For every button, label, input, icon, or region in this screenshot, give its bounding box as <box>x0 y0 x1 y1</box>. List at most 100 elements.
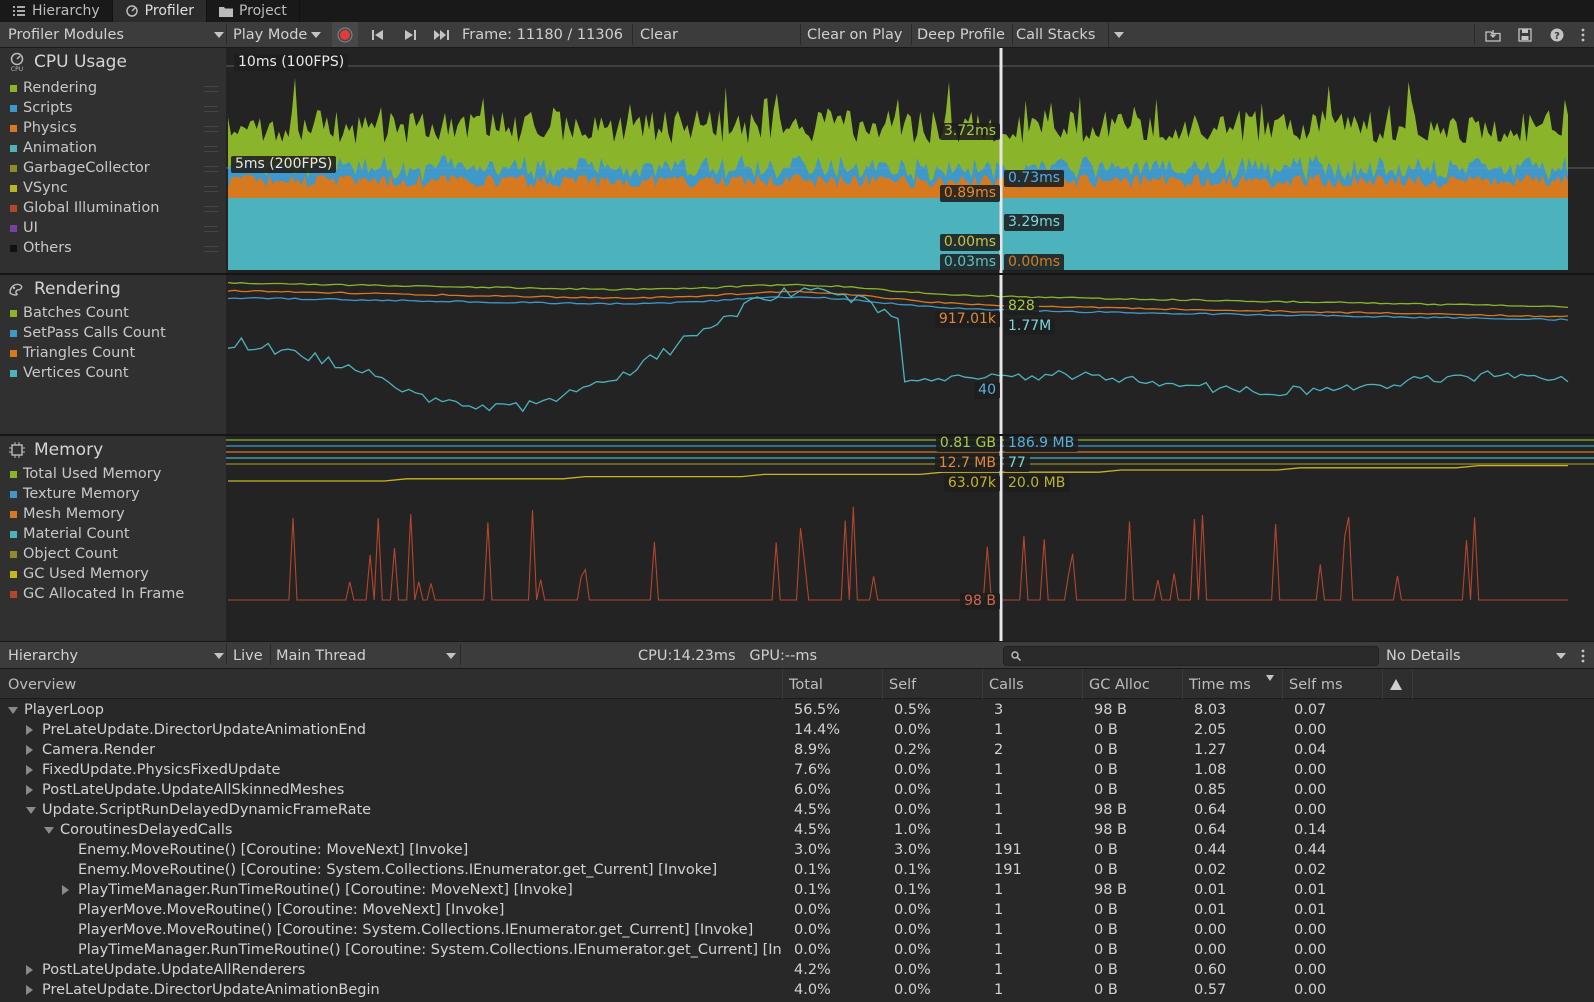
table-row[interactable]: Enemy.MoveRoutine() [Coroutine: MoveNext… <box>0 840 1594 860</box>
clear-on-play-toggle[interactable]: Clear on Play <box>807 26 903 43</box>
legend-item-animation[interactable]: Animation <box>10 140 97 156</box>
table-row[interactable]: Enemy.MoveRoutine() [Coroutine: System.C… <box>0 860 1594 880</box>
table-row[interactable]: FixedUpdate.PhysicsFixedUpdate 7.6% 0.0% 1 0… <box>0 760 1594 780</box>
drag-handle-icon[interactable] <box>204 206 218 212</box>
table-row[interactable]: PlayTimeManager.RunTimeRoutine() [Corout… <box>0 940 1594 960</box>
table-row[interactable]: Camera.Render 8.9% 0.2% 2 0 B 1.27 0.04 <box>0 740 1594 760</box>
window-tab-bar: Hierarchy Profiler Project <box>0 0 1594 22</box>
expanded-arrow-icon[interactable] <box>26 807 36 814</box>
table-row[interactable]: CoroutinesDelayedCalls 4.5% 1.0% 1 98 B 0.64 0… <box>0 820 1594 840</box>
legend-item-triangles-count[interactable]: Triangles Count <box>10 345 135 361</box>
profiler-charts-svg[interactable] <box>226 48 1594 641</box>
table-row[interactable]: PlayTimeManager.RunTimeRoutine() [Corout… <box>0 880 1594 900</box>
cell-gc: 0 B <box>1094 982 1118 998</box>
details-menu-button[interactable] <box>1576 643 1590 668</box>
help-button[interactable]: ? <box>1546 22 1568 47</box>
expanded-arrow-icon[interactable] <box>44 827 54 834</box>
legend-item-total-used-memory[interactable]: Total Used Memory <box>10 466 161 482</box>
record-button[interactable] <box>332 22 358 47</box>
legend-item-physics[interactable]: Physics <box>10 120 77 136</box>
tab-profiler[interactable]: Profiler <box>112 0 207 22</box>
thread-dropdown[interactable]: Main Thread <box>276 643 456 668</box>
row-name: PreLateUpdate.DirectorUpdateAnimationBeg… <box>42 982 380 998</box>
legend-item-setpass-calls-count[interactable]: SetPass Calls Count <box>10 325 166 341</box>
table-row[interactable]: PreLateUpdate.DirectorUpdateAnimationBeg… <box>0 980 1594 1000</box>
save-button[interactable] <box>1514 22 1536 47</box>
table-row[interactable]: PostLateUpdate.UpdateAllSkinnedMeshes 6.0… <box>0 780 1594 800</box>
search-input[interactable] <box>1003 646 1379 666</box>
profiler-modules-dropdown[interactable]: Profiler Modules <box>8 22 224 47</box>
legend-label: Batches Count <box>23 305 129 321</box>
drag-handle-icon[interactable] <box>204 106 218 112</box>
clear-button[interactable]: Clear <box>640 26 678 43</box>
legend-item-scripts[interactable]: Scripts <box>10 100 73 116</box>
collapsed-arrow-icon[interactable] <box>26 965 33 975</box>
play-mode-dropdown[interactable]: Play Mode <box>233 22 322 47</box>
legend-item-mesh-memory[interactable]: Mesh Memory <box>10 506 125 522</box>
drag-handle-icon[interactable] <box>204 166 218 172</box>
current-frame-button[interactable] <box>430 22 454 47</box>
drag-handle-icon[interactable] <box>204 246 218 252</box>
legend-item-object-count[interactable]: Object Count <box>10 546 118 562</box>
drag-handle-icon[interactable] <box>204 146 218 152</box>
warning-column[interactable] <box>1382 669 1412 699</box>
call-stacks-toggle[interactable]: Call Stacks <box>1016 26 1096 43</box>
table-row[interactable]: PostLateUpdate.UpdateAllRenderers 4.2% 0.0… <box>0 960 1594 980</box>
column-calls[interactable]: Calls <box>982 669 1082 699</box>
column-self-ms[interactable]: Self ms <box>1282 669 1382 699</box>
previous-frame-button[interactable] <box>366 22 390 47</box>
batches-count-line <box>227 281 1569 309</box>
collapsed-arrow-icon[interactable] <box>26 745 33 755</box>
next-frame-button[interactable] <box>398 22 422 47</box>
column-total[interactable]: Total <box>782 669 882 699</box>
legend-item-texture-memory[interactable]: Texture Memory <box>10 486 140 502</box>
expanded-arrow-icon[interactable] <box>8 707 18 714</box>
legend-item-others[interactable]: Others <box>10 240 72 256</box>
column-overview[interactable]: Overview <box>8 677 77 693</box>
legend-item-material-count[interactable]: Material Count <box>10 526 130 542</box>
legend-item-ui[interactable]: UI <box>10 220 38 236</box>
legend-item-vsync[interactable]: VSync <box>10 180 68 196</box>
drag-handle-icon[interactable] <box>204 226 218 232</box>
module-cpu-usage[interactable]: CPU CPU Usage Rendering Scripts Physics Ani… <box>0 48 226 273</box>
cell-gc: 0 B <box>1094 902 1118 918</box>
collapsed-arrow-icon[interactable] <box>26 725 33 735</box>
live-toggle[interactable]: Live <box>233 647 263 664</box>
table-row[interactable]: Update.ScriptRunDelayedDynamicFrameRate 4… <box>0 800 1594 820</box>
cell-selfms: 0.04 <box>1294 742 1327 758</box>
tab-hierarchy[interactable]: Hierarchy <box>0 0 113 22</box>
legend-item-garbagecollector[interactable]: GarbageCollector <box>10 160 150 176</box>
more-menu-button[interactable] <box>1576 22 1590 47</box>
profiler-charts-area[interactable]: 10ms (100FPS) 5ms (200FPS) 3.72ms 0.89ms… <box>226 48 1594 641</box>
drag-handle-icon[interactable] <box>204 86 218 92</box>
view-mode-dropdown[interactable]: Hierarchy <box>8 643 224 668</box>
cell-self: 0.5% <box>894 702 931 718</box>
table-row[interactable]: PlayerMove.MoveRoutine() [Coroutine: Sys… <box>0 920 1594 940</box>
column-self[interactable]: Self <box>882 669 982 699</box>
load-button[interactable] <box>1482 22 1504 47</box>
table-row[interactable]: PlayerMove.MoveRoutine() [Coroutine: Mov… <box>0 900 1594 920</box>
table-row[interactable]: PlayerLoop 56.5% 0.5% 3 98 B 8.03 0.07 <box>0 700 1594 720</box>
column-time-ms[interactable]: Time ms <box>1182 669 1282 699</box>
legend-item-vertices-count[interactable]: Vertices Count <box>10 365 129 381</box>
column-gc-alloc[interactable]: GC Alloc <box>1082 669 1182 699</box>
legend-item-global-illumination[interactable]: Global Illumination <box>10 200 159 216</box>
collapsed-arrow-icon[interactable] <box>26 765 33 775</box>
drag-handle-icon[interactable] <box>204 186 218 192</box>
deep-profile-toggle[interactable]: Deep Profile <box>917 26 1005 43</box>
module-rendering[interactable]: Rendering Batches Count SetPass Calls Cou… <box>0 273 226 434</box>
tab-project[interactable]: Project <box>207 0 300 22</box>
collapsed-arrow-icon[interactable] <box>26 785 33 795</box>
module-memory[interactable]: Memory Total Used Memory Texture Memory Me… <box>0 434 226 641</box>
details-dropdown[interactable]: No Details <box>1386 643 1566 668</box>
collapsed-arrow-icon[interactable] <box>62 885 69 895</box>
legend-item-batches-count[interactable]: Batches Count <box>10 305 129 321</box>
table-row[interactable]: PreLateUpdate.DirectorUpdateAnimationEnd… <box>0 720 1594 740</box>
legend-item-gc-used-memory[interactable]: GC Used Memory <box>10 566 149 582</box>
cpu-icon: CPU <box>10 52 24 72</box>
drag-handle-icon[interactable] <box>204 126 218 132</box>
legend-item-gc-allocated-in-frame[interactable]: GC Allocated In Frame <box>10 586 184 602</box>
call-stacks-dropdown[interactable] <box>1108 22 1128 47</box>
legend-item-rendering[interactable]: Rendering <box>10 80 97 96</box>
collapsed-arrow-icon[interactable] <box>26 985 33 995</box>
